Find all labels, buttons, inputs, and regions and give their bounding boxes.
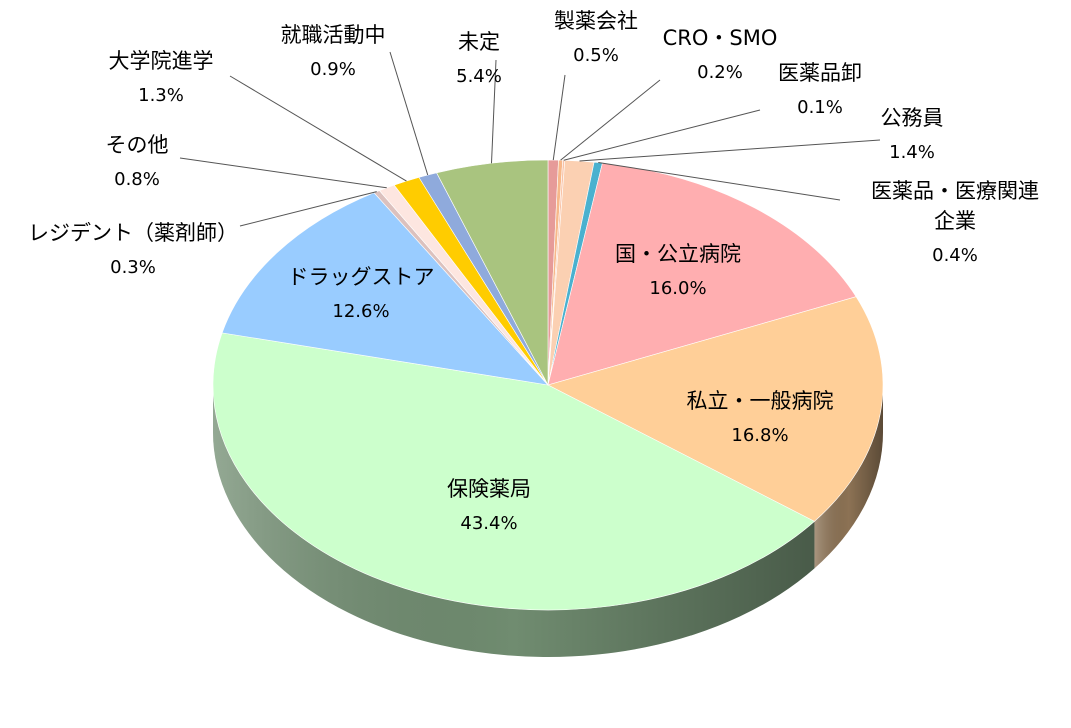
leader-line-14 xyxy=(490,59,497,164)
leader-line-10 xyxy=(239,191,377,227)
leader-line-11 xyxy=(179,157,387,189)
data-label-name: 大学院進学 xyxy=(109,49,214,73)
data-labels-group: 製薬会社 0.5% CRO・SMO 0.2% 医薬品卸 0.1% 公務員 1.4% 医薬品・医療… xyxy=(28,9,1039,534)
data-label-name: 未定 xyxy=(458,30,500,54)
data-label-value: 5.4% xyxy=(456,66,502,87)
data-label-value: 0.8% xyxy=(114,169,160,190)
leader-line-3 xyxy=(563,109,761,161)
leader-line-2 xyxy=(560,79,661,161)
data-label-value: 1.4% xyxy=(889,142,935,163)
data-label-1: 製薬会社 0.5% xyxy=(554,9,638,66)
data-label-name: 医薬品・医療関連 xyxy=(871,179,1039,203)
data-label-name: 保険薬局 xyxy=(447,477,531,501)
data-label-value: 0.9% xyxy=(310,59,356,80)
data-label-name: 就職活動中 xyxy=(281,23,386,47)
data-label-13: 就職活動中 0.9% xyxy=(281,23,386,80)
leader-line-5 xyxy=(598,162,841,201)
pie-slice-14 xyxy=(436,159,549,386)
data-label-9: ドラッグストア 12.6% xyxy=(288,265,435,322)
data-label-12: 大学院進学 1.3% xyxy=(109,49,214,106)
pie-slice-7 xyxy=(547,296,884,522)
data-label-name: CRO・SMO xyxy=(663,26,778,50)
data-label-name: ドラッグストア xyxy=(288,265,435,289)
data-label-value: 0.3% xyxy=(110,257,156,278)
pie-top-group xyxy=(212,159,884,611)
data-label-7: 私立・一般病院 16.8% xyxy=(687,389,834,446)
data-label-name: 国・公立病院 xyxy=(615,242,741,266)
leader-line-12 xyxy=(229,75,407,182)
data-label-6: 国・公立病院 16.0% xyxy=(615,242,741,299)
data-label-name: その他 xyxy=(106,133,169,157)
data-label-value: 0.5% xyxy=(573,45,619,66)
data-label-8: 保険薬局 43.4% xyxy=(447,477,531,534)
data-label-value: 1.3% xyxy=(138,85,184,106)
data-label-14: 未定 5.4% xyxy=(456,30,502,87)
data-label-value: 16.0% xyxy=(649,278,706,299)
leader-line-1 xyxy=(552,74,566,161)
pie-slice-9 xyxy=(221,192,549,386)
data-label-name: 製薬会社 xyxy=(554,9,638,33)
data-label-value: 0.2% xyxy=(697,62,743,83)
data-label-11: その他 0.8% xyxy=(106,133,169,190)
data-label-value: 0.4% xyxy=(932,245,978,266)
data-label-name: 公務員 xyxy=(881,106,944,130)
data-label-2: CRO・SMO 0.2% xyxy=(663,26,778,83)
data-label-value: 0.1% xyxy=(797,97,843,118)
data-label-value: 43.4% xyxy=(460,513,517,534)
data-label-4: 公務員 1.4% xyxy=(881,106,944,163)
leader-line-4 xyxy=(579,139,881,162)
data-label-value: 16.8% xyxy=(731,425,788,446)
data-label-value: 12.6% xyxy=(332,301,389,322)
leader-lines-group xyxy=(179,51,881,227)
data-label-name: レジデント（薬剤師） xyxy=(28,221,238,245)
pie-side-shade-7 xyxy=(814,385,883,569)
data-label-name: 私立・一般病院 xyxy=(687,389,834,413)
data-label-name-line2: 企業 xyxy=(934,209,976,233)
data-label-10: レジデント（薬剤師） 0.3% xyxy=(28,221,238,278)
data-label-name: 医薬品卸 xyxy=(778,61,862,85)
pie-slice-8 xyxy=(212,332,815,611)
leader-line-13 xyxy=(389,51,429,176)
pie-side-group xyxy=(213,385,883,657)
data-label-3: 医薬品卸 0.1% xyxy=(778,61,862,118)
pie-side-shade-8 xyxy=(213,385,815,657)
